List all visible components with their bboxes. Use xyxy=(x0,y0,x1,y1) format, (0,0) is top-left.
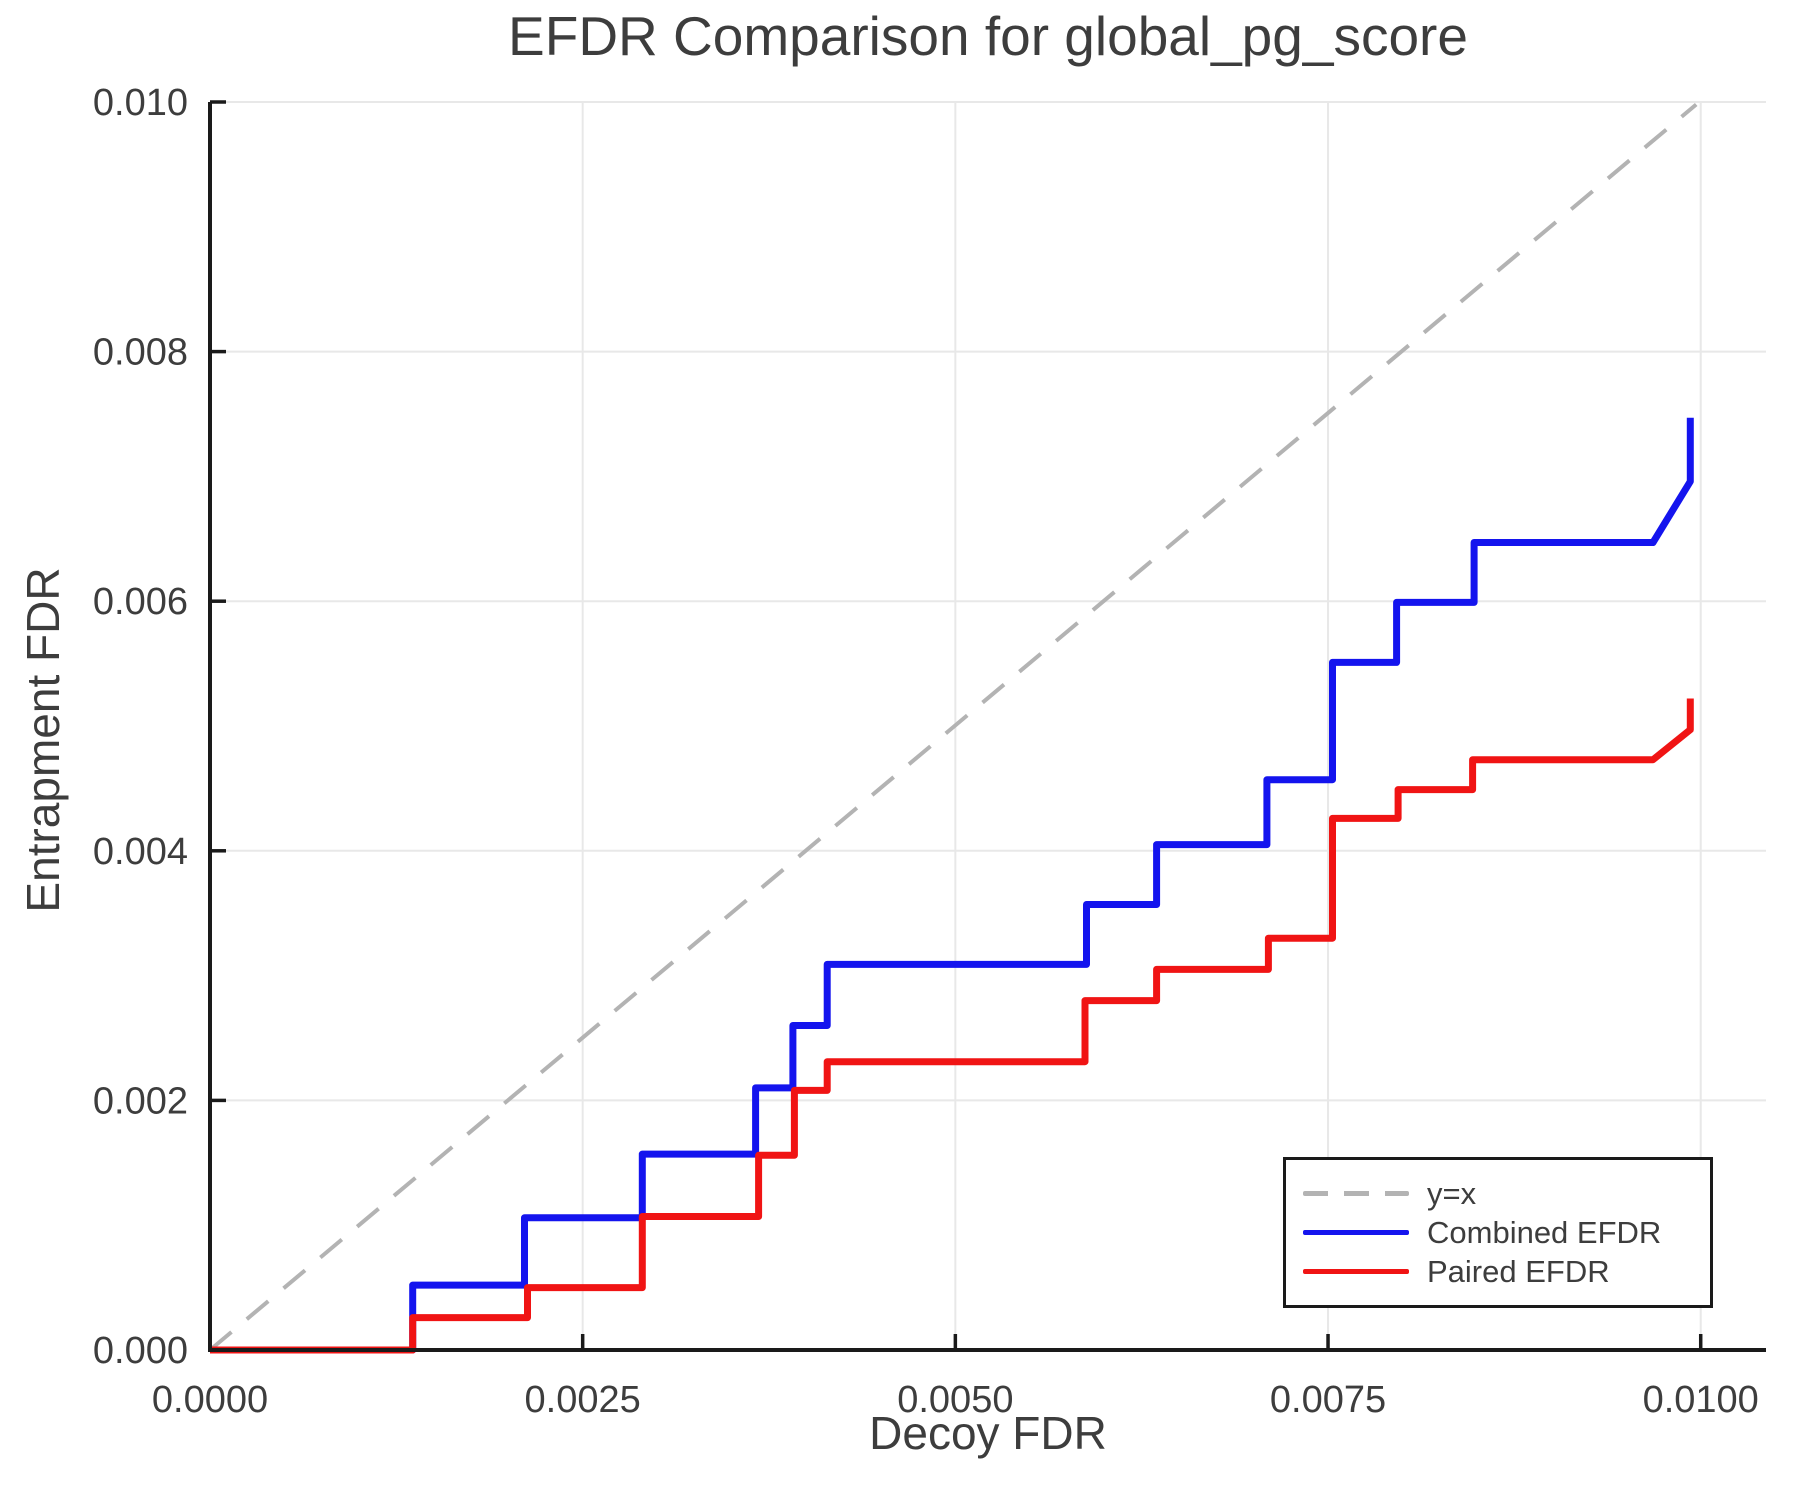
x-tick-label: 0.0100 xyxy=(1643,1379,1759,1421)
series-combined-efdr xyxy=(210,417,1694,1354)
x-tick-label: 0.0025 xyxy=(525,1379,641,1421)
legend-label-paired: Paired EFDR xyxy=(1427,1254,1610,1289)
y-tick-label: 0.008 xyxy=(93,332,188,374)
y-tick-label: 0.000 xyxy=(93,1330,188,1372)
legend-entry-combined: Combined EFDR xyxy=(1303,1216,1710,1249)
chart-title: EFDR Comparison for global_pg_score xyxy=(508,5,1468,67)
yx-line-sample xyxy=(1303,1191,1409,1196)
x-tick-label: 0.0050 xyxy=(897,1379,1013,1421)
y-tick-label: 0.006 xyxy=(93,581,188,623)
x-axis-label: Decoy FDR xyxy=(869,1407,1107,1459)
legend-label-yx: y=x xyxy=(1427,1176,1477,1211)
paired-line-sample xyxy=(1303,1269,1409,1274)
legend: y=x Combined EFDR Paired EFDR xyxy=(1283,1157,1713,1308)
series-paired-efdr xyxy=(210,698,1694,1354)
x-tick-label: 0.0075 xyxy=(1270,1379,1386,1421)
y-tick-label: 0.010 xyxy=(93,82,188,124)
series-y-x xyxy=(208,102,1698,1352)
combined-line-sample xyxy=(1303,1230,1409,1235)
y-tick-label: 0.002 xyxy=(93,1080,188,1122)
y-axis-label: Entrapment FDR xyxy=(17,567,69,913)
legend-entry-yx: y=x xyxy=(1303,1177,1710,1210)
y-tick-label: 0.004 xyxy=(93,831,188,873)
legend-label-combined: Combined EFDR xyxy=(1427,1215,1662,1250)
x-tick-label: 0.0000 xyxy=(152,1379,268,1421)
legend-entry-paired: Paired EFDR xyxy=(1303,1255,1710,1288)
